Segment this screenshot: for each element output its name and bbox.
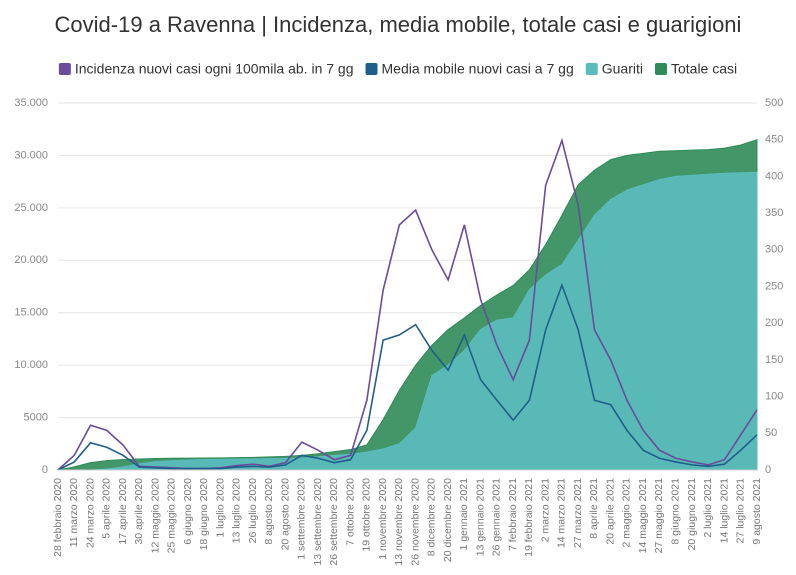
x-tick-label: 18 giugno 2020 xyxy=(198,478,210,551)
x-tick-label: 14 maggio 2021 xyxy=(637,478,649,553)
x-tick-label: 13 gennaio 2021 xyxy=(474,478,486,556)
legend-swatch xyxy=(58,63,71,75)
x-tick-label: 1 novembre 2020 xyxy=(377,478,389,560)
y-tick-label: 0 xyxy=(42,464,48,476)
x-tick-label: 7 ottobre 2020 xyxy=(344,478,356,546)
x-tick-label: 1 settembre 2020 xyxy=(296,478,308,560)
x-tick-label: 26 gennaio 2021 xyxy=(491,478,503,556)
x-tick-label: 1 gennaio 2021 xyxy=(458,478,470,551)
x-tick-label: 27 luglio 2021 xyxy=(735,478,747,544)
legend-label: Guariti xyxy=(602,61,643,77)
x-tick-label: 12 maggio 2020 xyxy=(149,478,161,553)
x-tick-label: 2 maggio 2021 xyxy=(621,478,633,548)
y-tick-label: 10.000 xyxy=(14,359,48,371)
x-tick-label: 8 dicembre 2020 xyxy=(426,478,438,556)
y-tick-label: 25.000 xyxy=(14,202,48,214)
x-tick-label: 28 febbraio 2020 xyxy=(52,478,64,557)
x-tick-label: 19 febbraio 2021 xyxy=(523,478,535,557)
y-tick-label: 20.000 xyxy=(14,254,48,266)
x-tick-label: 11 marzo 2020 xyxy=(68,478,80,547)
y2-tick-label: 100 xyxy=(765,391,783,403)
x-tick-label: 13 luglio 2020 xyxy=(231,478,243,544)
x-tick-label: 27 maggio 2021 xyxy=(653,478,665,553)
x-tick-label: 24 marzo 2020 xyxy=(84,478,96,548)
y2-tick-label: 150 xyxy=(765,354,783,366)
x-tick-label: 27 marzo 2021 xyxy=(572,478,584,548)
y2-tick-label: 0 xyxy=(765,464,771,476)
y2-tick-label: 500 xyxy=(765,97,783,109)
y2-tick-label: 250 xyxy=(765,280,783,292)
x-tick-label: 20 dicembre 2020 xyxy=(442,478,454,562)
y-tick-label: 5000 xyxy=(24,411,48,423)
legend: Incidenza nuovi casi ogni 100mila ab. in… xyxy=(58,61,737,77)
x-tick-label: 8 aprile 2021 xyxy=(588,478,600,539)
x-tick-label: 20 giugno 2021 xyxy=(686,478,698,551)
legend-label: Incidenza nuovi casi ogni 100mila ab. in… xyxy=(75,61,354,77)
line xyxy=(57,282,758,471)
y2-tick-label: 450 xyxy=(765,134,783,146)
legend-label: Totale casi xyxy=(671,61,737,77)
x-tick-label: 8 giugno 2021 xyxy=(670,478,682,545)
x-tick-label: 9 agosto 2021 xyxy=(751,478,763,545)
x-tick-label: 2 marzo 2021 xyxy=(539,478,551,542)
y-tick-label: 15.000 xyxy=(14,307,48,319)
legend-label: Media mobile nuovi casi a 7 gg xyxy=(382,61,574,77)
x-tick-label: 1 luglio 2020 xyxy=(214,478,226,538)
x-tick-label: 2 luglio 2021 xyxy=(702,478,714,538)
chart-title: Covid-19 a Ravenna | Incidenza, media mo… xyxy=(55,12,742,37)
x-tick-label: 26 settembre 2020 xyxy=(328,478,340,566)
x-tick-label: 13 novembre 2020 xyxy=(393,478,405,566)
x-tick-label: 14 luglio 2021 xyxy=(718,478,730,544)
x-tick-label: 5 aprile 2020 xyxy=(101,478,113,539)
y2-tick-label: 300 xyxy=(765,244,783,256)
y2-tick-label: 50 xyxy=(765,427,777,439)
x-tick-label: 26 luglio 2020 xyxy=(247,478,259,544)
x-tick-label: 17 aprile 2020 xyxy=(117,478,129,545)
legend-swatch xyxy=(365,63,378,75)
x-tick-label: 20 aprile 2021 xyxy=(604,478,616,545)
x-tick-label: 19 ottobre 2020 xyxy=(361,478,373,552)
y2-tick-label: 350 xyxy=(765,207,783,219)
x-tick-label: 26 novembre 2020 xyxy=(409,478,421,566)
x-tick-label: 8 agosto 2020 xyxy=(263,478,275,545)
area xyxy=(58,171,758,471)
legend-swatch xyxy=(585,63,598,75)
x-tick-label: 25 maggio 2020 xyxy=(166,478,178,553)
legend-swatch xyxy=(654,63,667,75)
y2-tick-label: 200 xyxy=(765,317,783,329)
x-tick-label: 20 agosto 2020 xyxy=(279,478,291,551)
x-tick-label: 13 settembre 2020 xyxy=(312,478,324,566)
x-tick-label: 14 marzo 2021 xyxy=(556,478,568,548)
y2-tick-label: 400 xyxy=(765,170,783,182)
x-tick-label: 6 giugno 2020 xyxy=(182,478,194,545)
y-tick-label: 30.000 xyxy=(14,149,48,161)
x-tick-label: 7 febbraio 2021 xyxy=(507,478,519,551)
x-tick-label: 30 aprile 2020 xyxy=(133,478,145,545)
y-tick-label: 35.000 xyxy=(14,97,48,109)
